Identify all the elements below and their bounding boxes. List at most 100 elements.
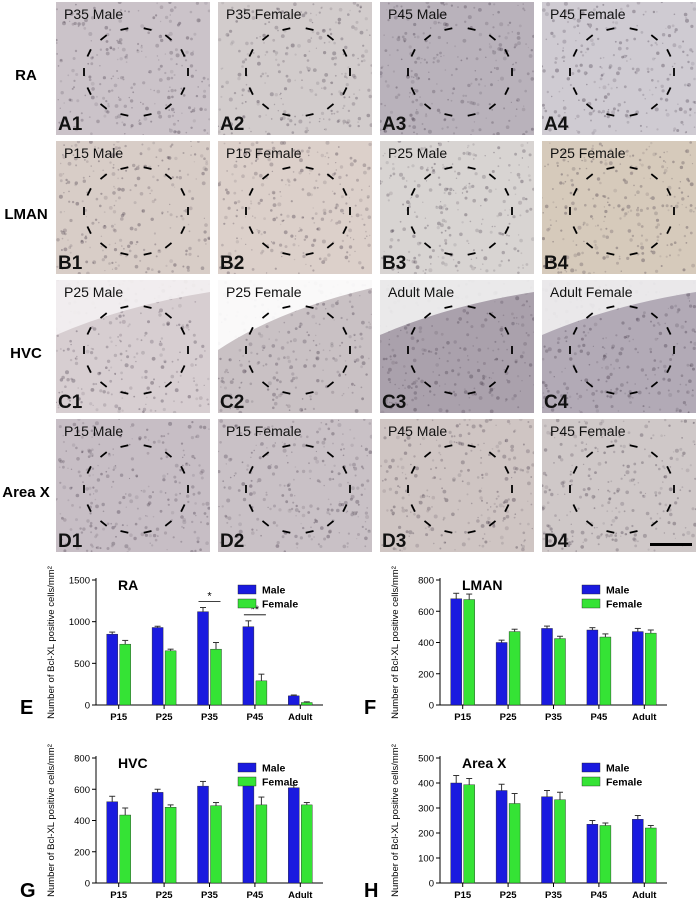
- cell-speckle: [457, 261, 461, 264]
- cell-speckle: [244, 58, 248, 61]
- cell-speckle: [515, 467, 519, 471]
- cell-speckle: [56, 53, 58, 55]
- bar-male: [632, 631, 644, 706]
- cell-speckle: [408, 11, 411, 14]
- cell-speckle: [370, 64, 372, 67]
- legend-swatch-female: [581, 776, 601, 787]
- cell-speckle: [154, 538, 158, 542]
- cell-speckle: [84, 18, 88, 23]
- cell-speckle: [95, 383, 98, 385]
- cell-speckle: [591, 42, 595, 46]
- cell-speckle: [329, 28, 332, 31]
- cell-speckle: [256, 481, 259, 483]
- cell-speckle: [136, 176, 141, 181]
- micrograph-b3: P25 Male B3: [380, 141, 534, 274]
- cell-speckle: [602, 194, 605, 198]
- cell-speckle: [115, 122, 119, 125]
- cell-speckle: [413, 180, 416, 183]
- cell-speckle: [188, 106, 191, 110]
- cell-speckle: [603, 100, 605, 103]
- boundary-marker: [261, 34, 270, 41]
- tissue-edge: [380, 280, 534, 335]
- cell-speckle: [301, 114, 304, 117]
- cell-speckle: [307, 129, 309, 132]
- cell-speckle: [560, 481, 565, 486]
- cell-speckle: [145, 271, 148, 274]
- cell-speckle: [430, 468, 432, 471]
- cell-speckle: [78, 506, 82, 509]
- cell-speckle: [442, 516, 446, 520]
- cell-speckle: [62, 173, 65, 175]
- cell-speckle: [436, 226, 440, 230]
- cell-speckle: [364, 545, 367, 548]
- cell-speckle: [339, 245, 344, 250]
- cell-speckle: [498, 212, 503, 217]
- cell-speckle: [316, 507, 320, 511]
- cell-speckle: [199, 548, 202, 551]
- boundary-marker: [572, 504, 578, 513]
- cell-speckle: [255, 141, 259, 144]
- cell-speckle: [397, 35, 401, 39]
- cell-speckle: [330, 112, 333, 115]
- cell-speckle: [525, 332, 528, 334]
- cell-speckle: [591, 392, 596, 396]
- cell-speckle: [389, 155, 391, 157]
- cell-speckle: [135, 360, 137, 363]
- cell-speckle: [674, 537, 676, 539]
- cell-speckle: [153, 378, 155, 381]
- cell-speckle: [149, 409, 153, 412]
- cell-speckle: [335, 162, 337, 164]
- cell-speckle: [546, 524, 549, 527]
- cell-speckle: [312, 239, 316, 243]
- cell-speckle: [388, 122, 393, 127]
- cell-speckle: [318, 35, 323, 40]
- cell-speckle: [493, 387, 495, 390]
- cell-speckle: [438, 142, 442, 147]
- cell-speckle: [666, 151, 668, 153]
- cell-speckle: [389, 174, 392, 177]
- cell-speckle: [295, 514, 297, 517]
- boundary-marker: [143, 530, 152, 534]
- cell-speckle: [595, 27, 599, 31]
- cell-speckle: [192, 50, 195, 53]
- cell-speckle: [274, 465, 279, 469]
- cell-speckle: [615, 387, 619, 391]
- cell-speckle: [597, 489, 600, 491]
- cell-speckle: [114, 267, 118, 270]
- cell-speckle: [163, 360, 167, 364]
- cell-speckle: [257, 55, 260, 59]
- cell-speckle: [513, 186, 517, 190]
- boundary-marker: [342, 48, 348, 57]
- cell-speckle: [463, 419, 466, 422]
- boundary-marker: [99, 520, 108, 527]
- cell-speckle: [631, 234, 635, 238]
- cell-speckle: [569, 479, 574, 483]
- cell-speckle: [58, 391, 61, 394]
- cell-speckle: [610, 480, 613, 483]
- cell-speckle: [562, 198, 564, 200]
- cell-speckle: [334, 21, 338, 24]
- cell-speckle: [448, 233, 452, 237]
- cell-speckle: [154, 410, 157, 412]
- cell-speckle: [387, 378, 391, 381]
- cell-speckle: [498, 441, 502, 445]
- cell-speckle: [603, 220, 605, 222]
- cell-speckle: [294, 115, 296, 118]
- cell-speckle: [287, 461, 289, 464]
- cell-speckle: [412, 32, 416, 36]
- cell-speckle: [384, 49, 388, 52]
- cell-speckle: [341, 239, 345, 243]
- cell-speckle: [56, 498, 58, 500]
- cell-speckle: [202, 166, 207, 171]
- cell-speckle: [516, 375, 520, 378]
- cell-speckle: [125, 169, 128, 172]
- cell-speckle: [128, 96, 130, 99]
- cell-speckle: [444, 370, 449, 375]
- cell-speckle: [321, 379, 324, 383]
- cell-speckle: [106, 110, 110, 114]
- cell-speckle: [521, 264, 524, 267]
- cell-speckle: [221, 505, 224, 508]
- cell-speckle: [142, 407, 147, 412]
- cell-speckle: [564, 330, 567, 333]
- cell-speckle: [425, 168, 429, 172]
